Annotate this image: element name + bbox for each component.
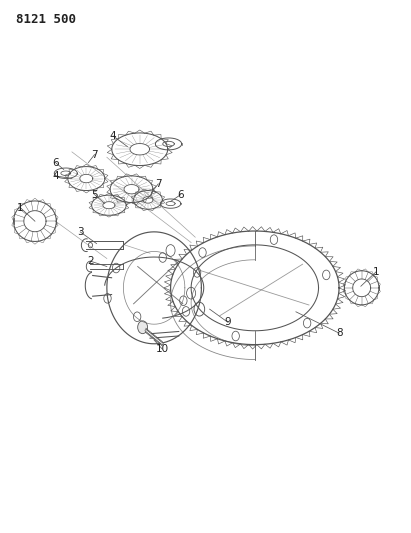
Text: 1: 1 bbox=[17, 203, 24, 213]
Text: 8121 500: 8121 500 bbox=[16, 13, 76, 26]
Text: 2: 2 bbox=[87, 256, 94, 266]
Text: 10: 10 bbox=[156, 344, 169, 354]
Text: 8: 8 bbox=[336, 328, 342, 338]
Text: 9: 9 bbox=[225, 318, 231, 327]
Text: 3: 3 bbox=[77, 227, 83, 237]
Circle shape bbox=[138, 321, 148, 334]
Text: 4: 4 bbox=[52, 171, 59, 181]
Text: 6: 6 bbox=[178, 190, 184, 199]
Text: 1: 1 bbox=[373, 267, 379, 277]
Text: 7: 7 bbox=[91, 150, 98, 159]
Text: 7: 7 bbox=[155, 179, 162, 189]
Text: 6: 6 bbox=[52, 158, 59, 167]
Text: 4: 4 bbox=[110, 131, 116, 141]
Text: 5: 5 bbox=[91, 190, 98, 199]
